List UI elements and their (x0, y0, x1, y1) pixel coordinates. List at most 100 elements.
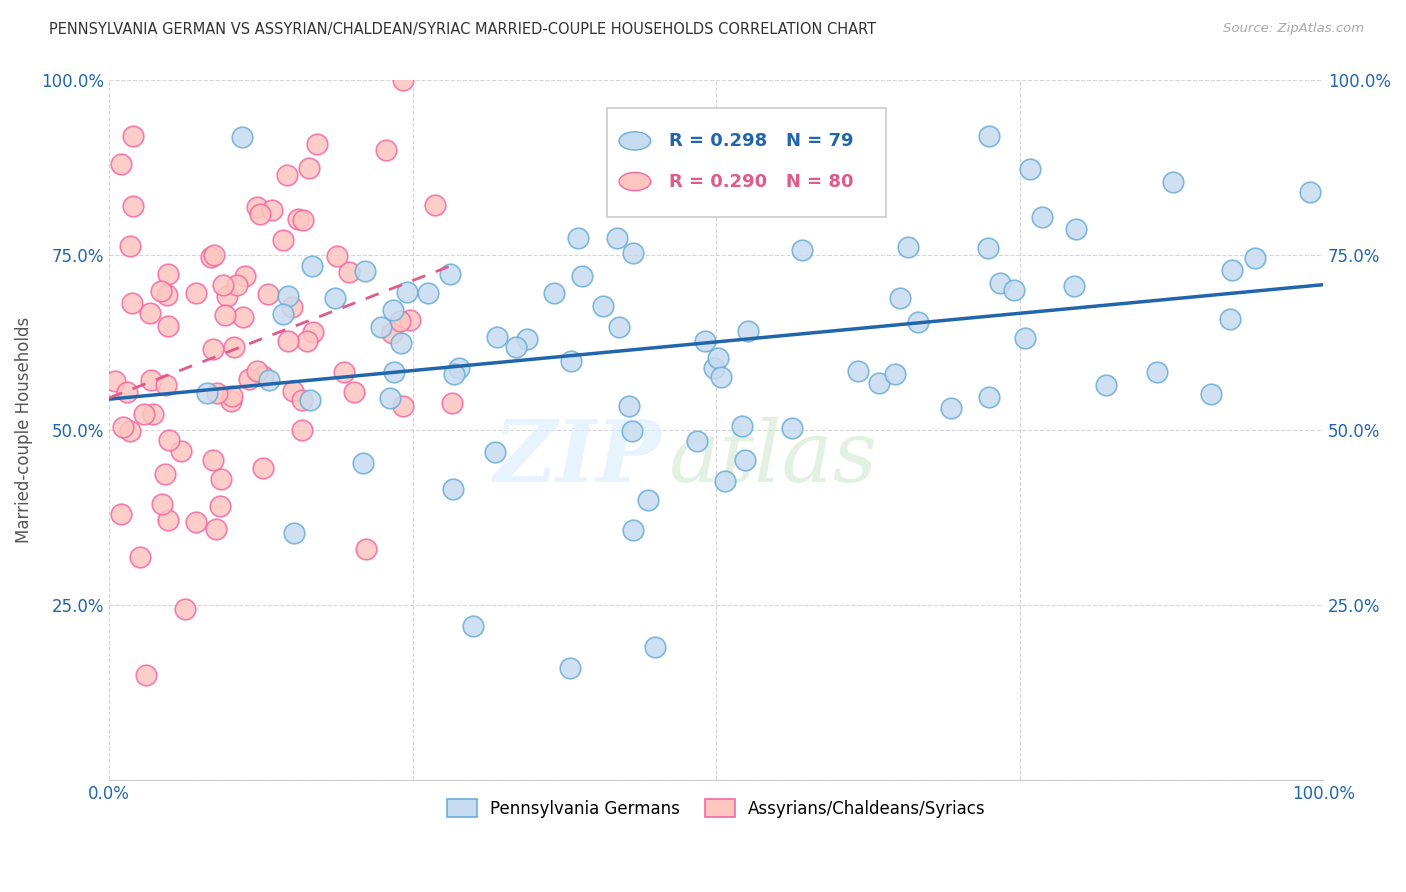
Point (135, 668, 157, 682)
Point (150, 497, 173, 511)
Point (396, 285, 419, 299)
Point (606, 231, 628, 245)
Point (298, 161, 321, 175)
Point (170, 443, 193, 458)
Point (150, 284, 173, 298)
Point (391, 336, 413, 351)
Point (486, 330, 509, 344)
Point (155, 378, 177, 392)
Point (754, 190, 776, 204)
Point (388, 314, 411, 328)
Point (939, 401, 962, 416)
Point (1031, 210, 1053, 224)
Text: PENNSYLVANIA GERMAN VS ASSYRIAN/CHALDEAN/SYRIAC MARRIED-COUPLE HOUSEHOLDS CORREL: PENNSYLVANIA GERMAN VS ASSYRIAN/CHALDEAN… (49, 22, 876, 37)
Point (1299, 185, 1322, 199)
Point (156, 513, 179, 527)
Point (846, 363, 869, 377)
Point (246, 200, 269, 214)
Point (392, 73, 415, 87)
Point (122, 199, 145, 213)
Point (543, 286, 565, 301)
Point (693, 334, 716, 348)
Point (792, 244, 814, 258)
Point (291, 392, 314, 407)
Point (1219, 312, 1241, 326)
Point (257, 373, 280, 387)
Point (156, 267, 179, 281)
Point (277, 289, 299, 303)
Point (1222, 263, 1244, 277)
Point (184, 286, 207, 301)
Point (205, 386, 228, 401)
Point (439, 267, 461, 281)
Point (156, 318, 179, 333)
Point (276, 168, 298, 182)
Point (737, 324, 759, 338)
Point (257, 286, 280, 301)
Point (226, 277, 249, 292)
Circle shape (619, 132, 651, 150)
Point (463, 619, 485, 633)
Point (291, 212, 314, 227)
Text: Source: ZipAtlas.com: Source: ZipAtlas.com (1223, 22, 1364, 36)
Point (1063, 279, 1085, 293)
Point (283, 384, 305, 398)
Point (299, 392, 322, 407)
Point (287, 212, 309, 227)
Point (907, 315, 929, 329)
Point (382, 303, 405, 318)
Point (201, 343, 224, 357)
Point (104, 374, 127, 388)
Point (607, 320, 630, 334)
Point (399, 313, 422, 327)
Legend: Pennsylvania Germans, Assyrians/Chaldeans/Syriacs: Pennsylvania Germans, Assyrians/Chaldean… (440, 792, 993, 824)
Point (252, 461, 274, 475)
Point (233, 268, 256, 283)
Point (644, 640, 666, 655)
Point (139, 306, 162, 320)
Point (271, 233, 294, 247)
Point (977, 390, 1000, 404)
Point (621, 524, 644, 538)
Point (111, 420, 134, 434)
Point (592, 299, 614, 313)
Point (780, 421, 803, 435)
Circle shape (619, 172, 651, 191)
Point (301, 260, 323, 274)
Point (720, 183, 742, 197)
Point (217, 289, 239, 303)
Point (447, 361, 470, 376)
Point (262, 203, 284, 218)
Point (291, 424, 314, 438)
Point (120, 424, 142, 438)
Point (988, 276, 1011, 290)
Point (1161, 175, 1184, 189)
Point (1002, 283, 1025, 297)
Point (157, 433, 180, 447)
Point (211, 277, 233, 292)
Point (356, 542, 378, 557)
Point (110, 157, 132, 171)
Point (392, 399, 415, 413)
Text: ZIP: ZIP (494, 417, 662, 500)
Point (1018, 161, 1040, 176)
Point (153, 467, 176, 482)
Point (156, 288, 179, 302)
Point (484, 445, 506, 459)
Point (110, 507, 132, 521)
Point (714, 474, 737, 488)
Point (375, 144, 398, 158)
Point (202, 247, 225, 261)
Point (441, 482, 464, 496)
Point (283, 526, 305, 541)
Point (197, 385, 219, 400)
Point (221, 389, 243, 403)
Point (209, 472, 232, 486)
Point (706, 351, 728, 365)
Point (184, 515, 207, 529)
Point (883, 367, 905, 381)
Point (889, 291, 911, 305)
Point (343, 384, 366, 399)
Point (122, 128, 145, 143)
Point (271, 307, 294, 321)
